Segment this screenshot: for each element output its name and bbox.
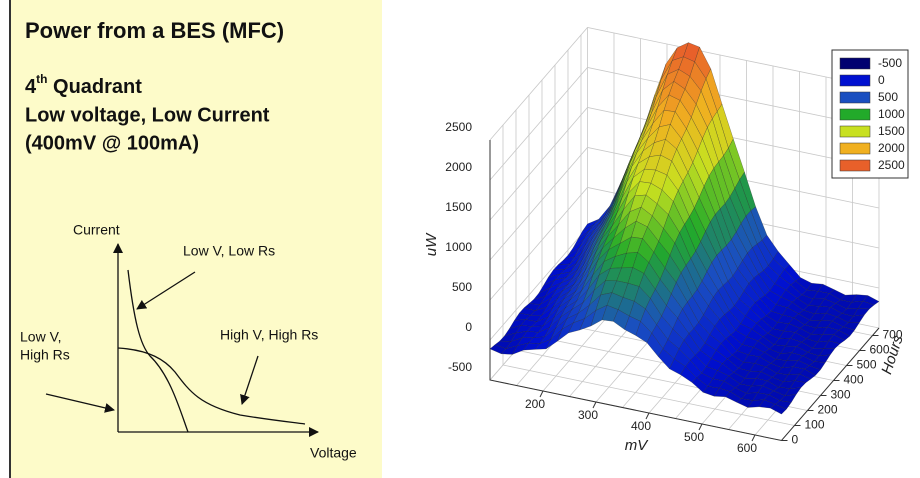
y-tick-label: 700 [883,328,903,342]
curve [117,347,306,425]
quadrant: 4th Quadrant [25,72,142,98]
x-tick-label: 300 [578,408,598,422]
legend-swatch [839,57,871,70]
wall-grid [502,125,795,426]
iv-diagram [45,243,319,437]
z-tick-label: 2500 [445,120,472,134]
left-panel [10,0,382,478]
z-tick-label: 2000 [445,160,472,174]
legend-swatch [839,74,871,87]
y-tick-label: 400 [844,373,864,387]
legend-swatch [839,125,871,138]
legend-swatch [839,91,871,104]
x-tick [592,401,597,409]
legend-label: 1000 [878,107,905,121]
arrow [45,393,115,413]
legend-label: 2000 [878,141,905,155]
quadrant-label: Quadrant [47,76,142,98]
legend-label: 0 [878,73,885,87]
legend-label: -500 [878,56,902,70]
surface-plot: -500050010001500200025002003004005006000… [445,27,903,455]
y-tick-label: 0 [792,433,799,447]
x-tick-label: 200 [525,397,545,411]
annotation: Low V, [20,329,62,345]
quadrant-number: 4 [25,76,37,98]
y-tick-label: 600 [870,343,890,357]
surface-cell [769,404,787,415]
frame [489,140,880,442]
x-tick-label: 400 [631,419,651,433]
x-tick-label: 600 [737,441,757,455]
quadrant-suffix: th [36,72,47,86]
annotation: High V, High Rs [220,327,318,343]
z-tick-label: 1500 [445,200,472,214]
x-tick [539,390,544,398]
legend-swatch [839,108,871,121]
annotation: High Rs [20,347,70,363]
legend-label: 500 [878,90,898,104]
y-axis-label: Current [73,222,120,238]
legend: -500 0 500 1000 1500 2000 2500 [839,56,905,172]
z-tick-label: -500 [448,360,472,374]
x-axis-label: Voltage [310,445,357,461]
z-tick-label: 500 [452,280,472,294]
annotation: Low V, Low Rs [183,243,275,259]
arrow [136,271,196,310]
y-tick-label: 100 [805,418,825,432]
slide-line: (400mV @ 100mA) [25,132,199,154]
legend-label: 2500 [878,158,905,172]
x-axis-title: mV [625,437,649,454]
legend-swatch [839,159,871,172]
z-axis-title: uW [423,232,440,256]
legend-swatch [839,142,871,155]
curve [127,269,189,433]
x-tick [698,423,703,431]
y-tick-label: 200 [818,403,838,417]
y-tick-label: 300 [831,388,851,402]
x-tick-label: 500 [684,430,704,444]
slide-line: Low voltage, Low Current [25,104,270,126]
z-tick-label: 0 [465,320,472,334]
z-tick-label: 1000 [445,240,472,254]
x-tick [645,412,650,420]
slide-title: Power from a BES (MFC) [25,18,284,43]
y-tick-label: 500 [857,358,877,372]
legend-label: 1500 [878,124,905,138]
x-tick [751,434,756,442]
arrow [240,355,259,405]
